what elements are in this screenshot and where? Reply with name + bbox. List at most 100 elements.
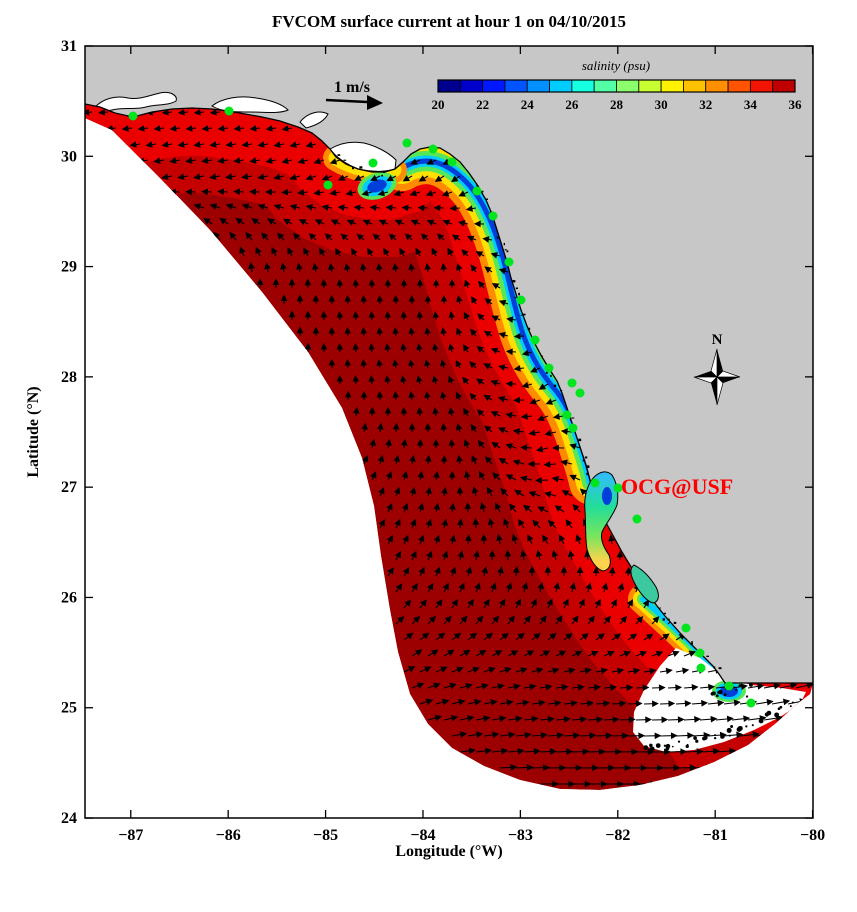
marsh-speck [518, 293, 520, 296]
colorbar-tick-label: 26 [565, 97, 579, 112]
station-dot [369, 159, 378, 168]
colorbar-cell [706, 80, 728, 92]
colorbar-cell [773, 80, 795, 92]
marsh-speck [719, 667, 722, 669]
compass-north-label: N [712, 332, 723, 348]
marsh-speck [664, 613, 666, 614]
marsh-speck [560, 390, 562, 391]
key-island-speck [767, 711, 772, 716]
station-dot [129, 112, 138, 121]
station-dot [225, 107, 234, 116]
key-island-speck [752, 724, 754, 726]
marsh-speck [578, 439, 581, 442]
ocg-usf-annotation: OCG@USF [621, 474, 733, 499]
marsh-speck [706, 656, 709, 657]
marsh-speck [586, 465, 589, 468]
colorbar-cells [438, 80, 795, 92]
colorbar-cell [661, 80, 683, 92]
colorbar-cell [750, 80, 772, 92]
colorbar-tick-label: 30 [655, 97, 668, 112]
marsh-speck [352, 167, 354, 169]
station-dot [517, 296, 526, 305]
marsh-speck [507, 250, 509, 252]
marsh-speck [383, 172, 385, 173]
key-island-speck [718, 690, 722, 694]
station-dot [633, 515, 642, 524]
marsh-speck [670, 621, 671, 623]
station-dot [696, 649, 705, 658]
y-tick-label: 30 [61, 148, 77, 165]
marsh-speck [674, 622, 677, 624]
marsh-speck [714, 666, 715, 668]
colorbar-tick-label: 20 [432, 97, 445, 112]
y-tick-label: 27 [61, 479, 77, 496]
x-tick-label: −86 [216, 827, 241, 844]
marsh-speck [505, 249, 507, 250]
marsh-speck [541, 356, 543, 357]
marsh-speck [381, 175, 383, 177]
y-tick-label: 31 [61, 38, 77, 55]
marsh-speck [682, 637, 684, 639]
colorbar-cell [617, 80, 639, 92]
station-dot [576, 389, 585, 398]
colorbar-cell [460, 80, 482, 92]
station-dot [531, 336, 540, 345]
key-island-speck [746, 695, 748, 697]
marsh-speck [690, 643, 693, 645]
marsh-speck [516, 288, 518, 290]
key-island-speck [735, 689, 737, 691]
key-island-speck [672, 746, 674, 748]
marsh-speck [583, 460, 586, 462]
colorbar-cell [683, 80, 705, 92]
x-tick-label: −80 [800, 827, 825, 844]
marsh-speck [660, 607, 661, 608]
station-dot [591, 479, 600, 488]
station-dot [697, 664, 706, 673]
marsh-speck [667, 619, 669, 621]
marsh-speck [512, 280, 515, 282]
station-dot [747, 699, 756, 708]
y-tick-label: 26 [61, 589, 77, 606]
station-dot [429, 145, 438, 154]
marsh-speck [528, 328, 531, 330]
colorbar-cell [483, 80, 505, 92]
key-island-speck [643, 745, 648, 750]
x-axis-label: Longitude (°W) [395, 843, 502, 860]
marsh-speck [343, 160, 346, 161]
marsh-speck [515, 297, 516, 299]
key-island-speck [790, 705, 792, 707]
colorbar-cell [572, 80, 594, 92]
key-island-speck [686, 745, 689, 748]
station-dot [489, 212, 498, 221]
colorbar-cell [728, 80, 750, 92]
y-axis-label: Latitude (°N) [25, 386, 42, 477]
marsh-speck [359, 166, 362, 168]
station-dot [563, 411, 572, 420]
marsh-speck [523, 314, 526, 316]
key-island-speck [738, 726, 743, 731]
station-dot [725, 682, 734, 691]
station-dot [682, 624, 691, 633]
key-island-speck [779, 706, 782, 709]
key-island-speck [716, 694, 719, 697]
x-tick-label: −87 [118, 827, 143, 844]
key-island-speck [727, 728, 732, 733]
marsh-speck [486, 199, 488, 200]
marsh-speck [571, 417, 574, 418]
colorbar-tick-label: 34 [744, 97, 758, 112]
x-tick-label: −84 [410, 827, 435, 844]
x-tick-label: −85 [313, 827, 338, 844]
colorbar-cell [639, 80, 661, 92]
key-island-speck [666, 744, 671, 749]
y-tick-label: 24 [61, 810, 77, 827]
x-tick-label: −81 [703, 827, 728, 844]
station-dot [569, 424, 578, 433]
marsh-speck [663, 618, 665, 620]
station-dot [448, 158, 457, 167]
marsh-speck [337, 154, 340, 156]
key-island-speck [656, 743, 661, 748]
colorbar-cell [550, 80, 572, 92]
marsh-speck [497, 237, 499, 239]
y-tick-label: 29 [61, 259, 77, 276]
